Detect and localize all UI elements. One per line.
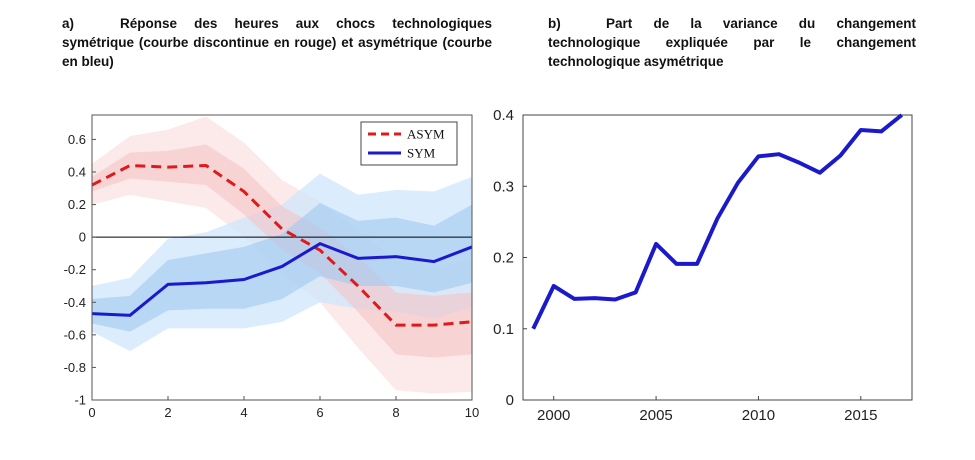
panel-b-title: b) Part de la variance du changement tech… bbox=[548, 14, 916, 71]
panel-b-title-text: Part de la variance du changement techno… bbox=[548, 16, 916, 69]
panel-a-tag: a) bbox=[62, 16, 75, 31]
chart-a-xtick-label: 4 bbox=[240, 405, 247, 420]
chart-b-xtick-label: 2015 bbox=[844, 407, 877, 424]
chart-b-ytick-label: 0.2 bbox=[493, 250, 514, 267]
legend-sym-label: SYM bbox=[407, 146, 436, 161]
legend-asym-label: ASYM bbox=[407, 127, 445, 142]
chart-a-ytick-label: 0.6 bbox=[68, 132, 86, 147]
asym-line bbox=[91, 163, 473, 327]
chart-a-ytick-label: -0.4 bbox=[64, 295, 86, 310]
chart-a-ytick-label: 0.2 bbox=[68, 197, 86, 212]
chart-a-xtick-label: 2 bbox=[164, 405, 171, 420]
chart-a-xtick-label: 8 bbox=[392, 405, 399, 420]
chart-b-xtick-label: 2005 bbox=[639, 407, 672, 424]
chart-b-ytick-label: 0.1 bbox=[493, 321, 514, 338]
chart-b-xtick-label: 2010 bbox=[742, 407, 775, 424]
legend-box bbox=[360, 121, 458, 166]
chart-b-ytick-label: 0 bbox=[506, 392, 514, 409]
variance-share-line bbox=[531, 113, 904, 330]
chart-a-ytick-label: -0.8 bbox=[64, 360, 86, 375]
chart-a-xtick-label: 0 bbox=[88, 405, 95, 420]
sym-line bbox=[91, 241, 473, 317]
chart-a-ytick-label: -0.6 bbox=[64, 327, 86, 342]
chart-a-ytick-label: -0.2 bbox=[64, 262, 86, 277]
chart-b-ytick-label: 0.3 bbox=[493, 178, 514, 195]
chart-a-xtick-label: 10 bbox=[465, 405, 479, 420]
chart-a-frame bbox=[91, 114, 473, 401]
panel-a-title: a) Réponse des heures aux chocs technolog… bbox=[62, 14, 492, 71]
chart-b-xtick-label: 2000 bbox=[537, 407, 570, 424]
chart-a-xtick-label: 6 bbox=[316, 405, 323, 420]
chart-a-legend: ASYM SYM bbox=[360, 121, 458, 166]
panel-a-title-text: Réponse des heures aux chocs technologiq… bbox=[62, 16, 492, 69]
chart-a-ytick-label: 0.4 bbox=[68, 165, 86, 180]
chart-a-ytick-label: -1 bbox=[74, 393, 86, 408]
chart-a-impulse-response: 0.60.40.20-0.2-0.4-0.6-0.8-10 2 4 6 8 10ASYMS… bbox=[64, 114, 479, 420]
chart-b-variance-share: 0.4 0.3 0.2 0.1 0 2000 2005 2010 2015 bbox=[493, 107, 913, 424]
chart-b-ytick-label: 0.4 bbox=[493, 107, 514, 124]
chart-a-ytick-label: 0 bbox=[79, 230, 86, 245]
panel-b-tag: b) bbox=[548, 16, 561, 31]
chart-b-frame bbox=[522, 114, 913, 401]
